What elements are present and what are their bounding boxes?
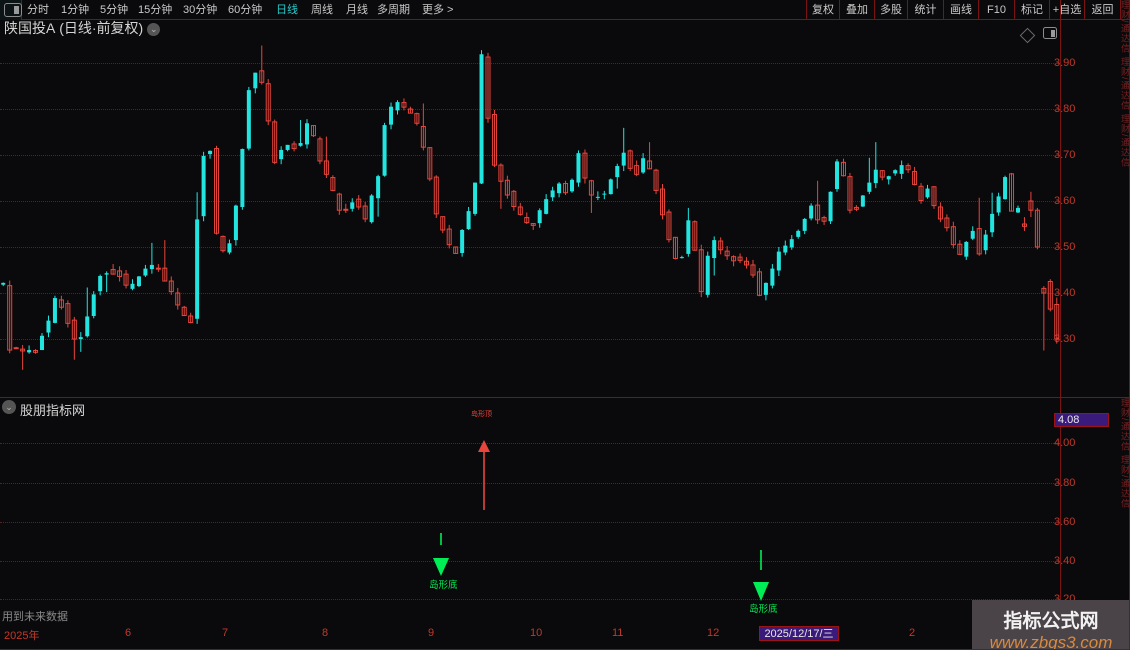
svg-text:岛形底: 岛形底: [749, 603, 778, 615]
svg-text:岛形底: 岛形底: [429, 579, 458, 591]
svg-text:岛形顶: 岛形顶: [471, 409, 492, 418]
